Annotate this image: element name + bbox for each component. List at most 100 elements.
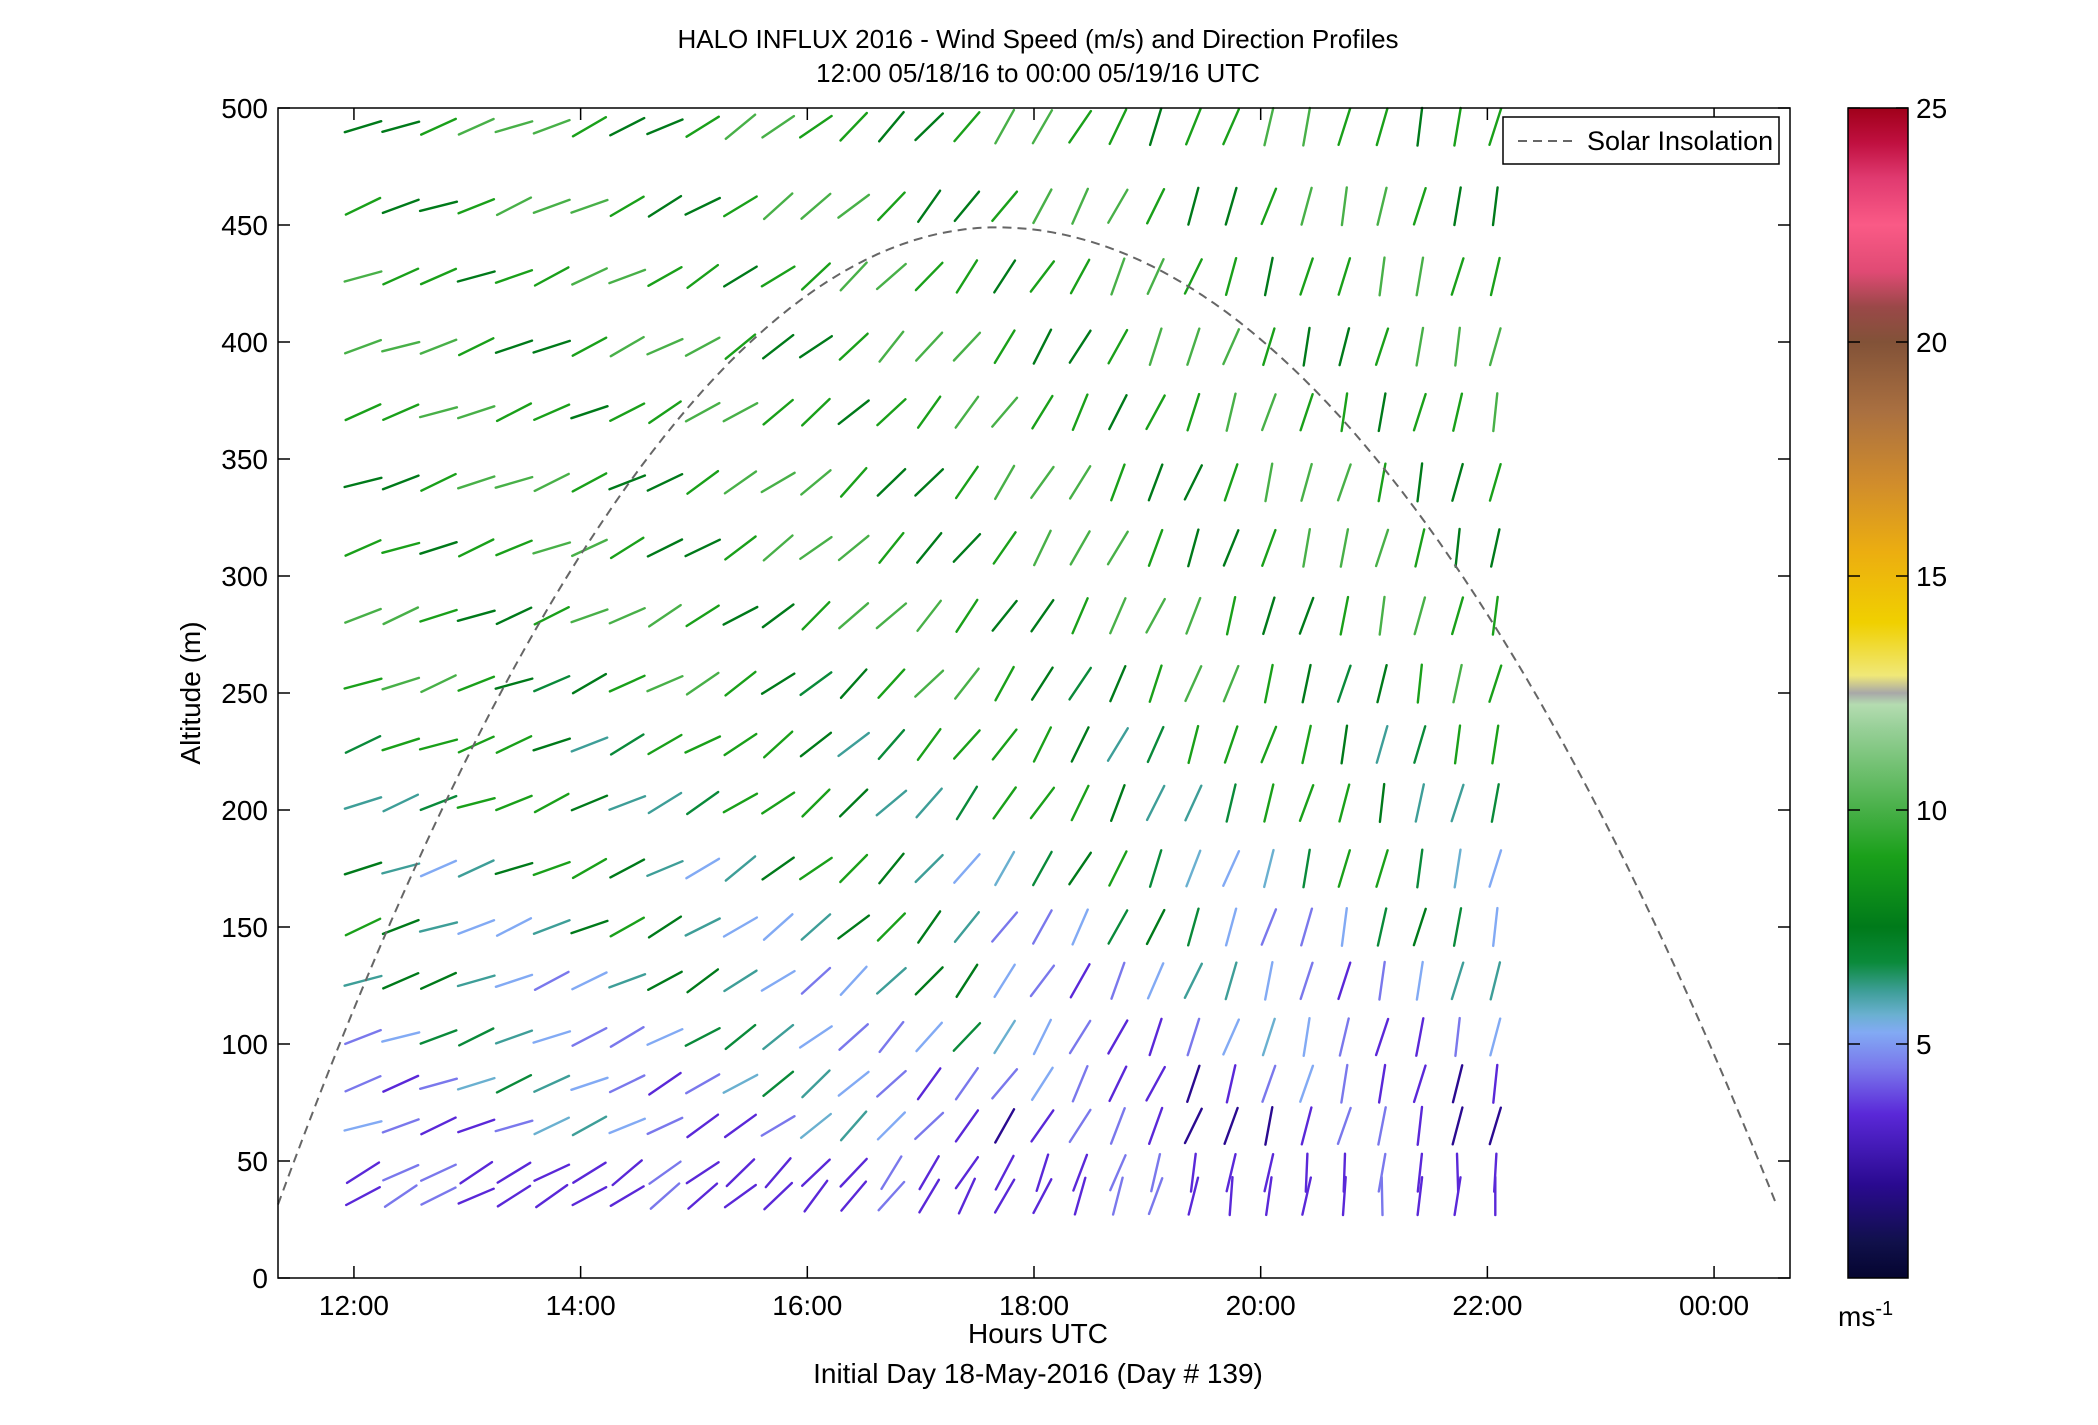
wind-barb (1416, 106, 1424, 147)
wind-barb (570, 794, 609, 812)
wind-barb (1340, 186, 1349, 227)
wind-barb (954, 1066, 979, 1101)
wind-barb (1336, 463, 1352, 502)
wind-barb (915, 331, 944, 362)
wind-barb (533, 472, 570, 493)
wind-barb (1452, 907, 1463, 947)
wind-barb (495, 539, 533, 557)
wind-barb (1107, 328, 1129, 365)
wind-barb (345, 1185, 381, 1207)
x-tick-label: 20:00 (1226, 1290, 1296, 1321)
wind-barb (992, 531, 1017, 565)
wind-barb (1108, 108, 1128, 146)
wind-barb (382, 793, 420, 813)
wind-barb (1224, 257, 1238, 296)
y-tick-label: 200 (221, 795, 268, 826)
wind-barb (344, 1028, 382, 1046)
wind-barb (1378, 256, 1386, 297)
wind-barb (344, 607, 382, 624)
wind-barb (1107, 909, 1129, 945)
wind-barb (955, 785, 979, 821)
wind-barb (1263, 961, 1274, 1001)
wind-barb (1222, 1018, 1241, 1056)
wind-barb (494, 1029, 534, 1045)
wind-barb (457, 675, 496, 692)
wind-barb (1378, 960, 1386, 1001)
wind-barb (953, 190, 981, 223)
wind-barb (571, 267, 608, 286)
wind-barb (1184, 784, 1203, 822)
wind-barb (1111, 1176, 1124, 1216)
wind-barb (1146, 258, 1165, 295)
wind-barb (1068, 329, 1092, 364)
wind-barb (344, 196, 382, 216)
wind-barb (1302, 106, 1312, 147)
wind-barb (1338, 327, 1351, 367)
wind-barb (685, 671, 720, 696)
wind-barb (800, 966, 832, 995)
wind-barb (649, 1182, 681, 1210)
wind-barb (1069, 530, 1091, 566)
wind-barb (1225, 1064, 1237, 1104)
wind-barb (571, 971, 608, 991)
wind-barb (418, 406, 459, 419)
wind-barb (685, 1073, 721, 1095)
wind-barb (1489, 256, 1501, 297)
wind-barb (419, 794, 458, 812)
wind-barb (1413, 596, 1427, 636)
wind-barb (1261, 1064, 1277, 1103)
wind-barb (1029, 786, 1056, 820)
wind-barb (571, 336, 608, 357)
colorbar-unit-exponent: -1 (1875, 1298, 1893, 1320)
wind-barb (532, 860, 571, 877)
x-tick-label: 18:00 (999, 1290, 1069, 1321)
wind-barb (457, 735, 495, 754)
wind-barb (570, 405, 609, 420)
wind-barb (1412, 186, 1427, 226)
wind-barb (876, 398, 907, 427)
wind-barb (916, 1067, 942, 1101)
wind-barb (382, 267, 420, 286)
wind-barb (571, 1115, 608, 1137)
wind-barb (1068, 1108, 1092, 1144)
wind-barb (1072, 1153, 1089, 1192)
wind-barb (801, 397, 831, 427)
wind-barb (648, 400, 682, 425)
wind-barb (991, 190, 1019, 223)
wind-barb (1260, 725, 1278, 764)
wind-barb (1413, 725, 1427, 764)
wind-barb (1186, 392, 1201, 432)
wind-barb (1070, 726, 1090, 763)
wind-barb (381, 1031, 421, 1043)
wind-barb (457, 405, 496, 420)
wind-barb (608, 1074, 646, 1094)
wind-barb (799, 535, 833, 560)
wind-barb (647, 733, 683, 756)
wind-barb (955, 963, 979, 998)
wind-barb (876, 468, 907, 497)
wind-barb (1377, 1152, 1387, 1193)
x-axis-sublabel: Initial Day 18-May-2016 (Day # 139) (813, 1358, 1263, 1389)
wind-barb (646, 473, 684, 492)
wind-barb (1107, 188, 1129, 224)
wind-barb (1338, 783, 1351, 823)
wind-barb (1071, 187, 1090, 225)
wind-barb (684, 336, 721, 357)
colorbar-fill (1847, 107, 1909, 1279)
wind-barb (456, 270, 496, 283)
wind-barb (917, 910, 942, 944)
wind-barb (993, 1019, 1016, 1055)
wind-barb (343, 974, 383, 987)
wind-barb (420, 1116, 457, 1136)
wind-barb (609, 195, 645, 218)
wind-barb (724, 670, 757, 697)
wind-barb (914, 261, 944, 292)
wind-barb (646, 1116, 684, 1136)
wind-barb (533, 1116, 570, 1136)
wind-barb (382, 403, 420, 421)
wind-barb (1106, 530, 1129, 566)
wind-barb (1109, 597, 1127, 635)
wind-barb (1146, 725, 1165, 764)
wind-barb (1145, 187, 1166, 225)
wind-barb (877, 191, 906, 222)
